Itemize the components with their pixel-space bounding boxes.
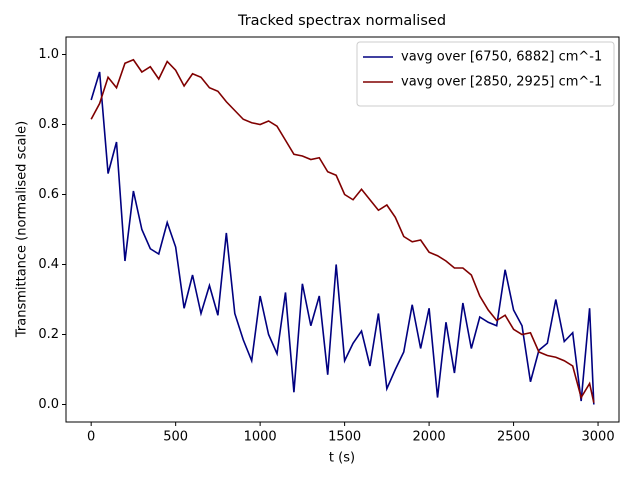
x-tick-label: 3000 <box>582 430 615 445</box>
y-tick-label: 0.2 <box>38 327 59 342</box>
data-line <box>90 58 595 403</box>
x-axis-label: t (s) <box>329 451 355 466</box>
x-tick-label: 500 <box>163 430 188 445</box>
data-line <box>90 71 595 405</box>
y-tick-label: 0.8 <box>38 117 59 132</box>
x-tick-label: 2000 <box>413 430 446 445</box>
x-tick-label: 2500 <box>497 430 530 445</box>
y-axis-label: Transmittance (normalised scale) <box>15 121 30 338</box>
y-tick-label: 1.0 <box>38 47 59 62</box>
legend-label: vavg over [2850, 2925] cm^-1 <box>401 75 602 90</box>
legend-label: vavg over [6750, 6882] cm^-1 <box>401 50 602 65</box>
x-tick-label: 0 <box>87 430 95 445</box>
x-tick-label: 1500 <box>328 430 361 445</box>
y-tick-label: 0.6 <box>38 187 59 202</box>
y-tick-label: 0.4 <box>38 257 59 272</box>
legend-box <box>356 41 615 107</box>
chart-title: Tracked spectrax normalised <box>237 13 446 29</box>
x-tick-label: 1000 <box>244 430 277 445</box>
y-tick-label: 0.0 <box>38 397 59 412</box>
plot-frame <box>65 36 620 423</box>
